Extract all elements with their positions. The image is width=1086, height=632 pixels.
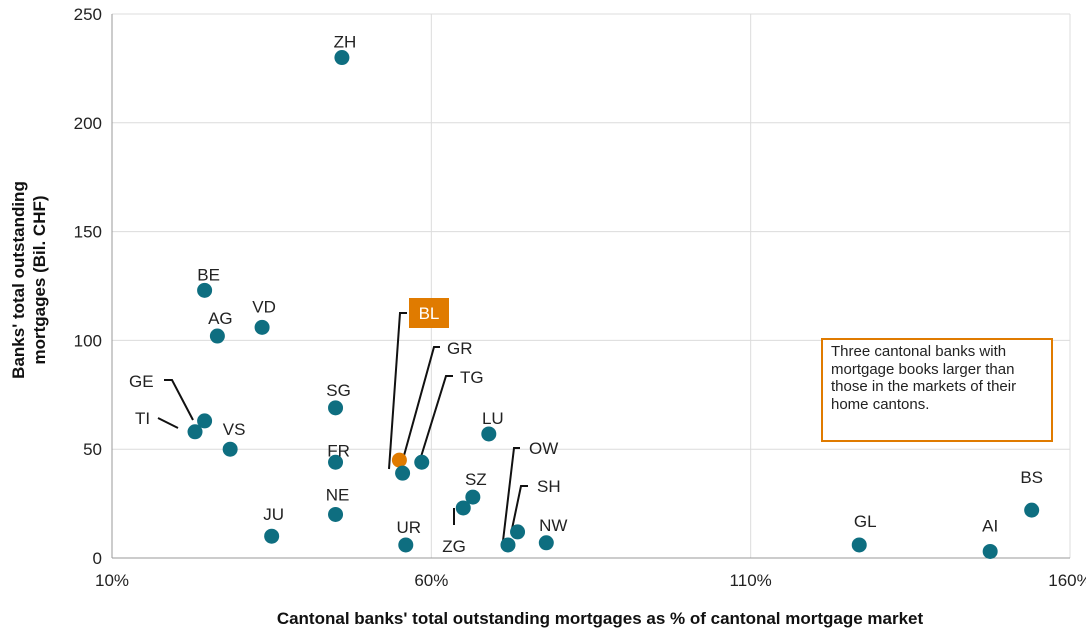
point-label-ur: UR xyxy=(397,518,422,537)
x-tick-label: 10% xyxy=(95,571,129,590)
point-label-vs: VS xyxy=(223,420,246,439)
y-tick-label: 50 xyxy=(83,440,102,459)
axes: 0 50 100 150 200 250 10% 60% 110% 160% xyxy=(74,5,1086,590)
point-ow xyxy=(500,537,516,553)
point-vs xyxy=(222,441,238,457)
x-tick-label: 60% xyxy=(414,571,448,590)
connector-gr xyxy=(399,346,440,471)
connector-sh xyxy=(511,485,528,530)
point-bs xyxy=(1024,502,1040,518)
connector-ge xyxy=(164,379,194,421)
y-tick-label: 0 xyxy=(93,549,102,568)
point-label-ge: GE xyxy=(129,372,154,391)
point-label-ag: AG xyxy=(208,309,233,328)
point-label-gr: GR xyxy=(447,339,473,358)
grid-lines xyxy=(111,13,1071,559)
point-label-sz: SZ xyxy=(465,470,487,489)
point-label-nw: NW xyxy=(539,516,567,535)
point-gl xyxy=(851,537,867,553)
point-label-zh: ZH xyxy=(334,33,357,52)
point-label-sg: SG xyxy=(326,381,351,400)
point-label-fr: FR xyxy=(327,441,350,460)
point-bl xyxy=(391,452,407,468)
connector-ow xyxy=(502,447,520,542)
point-ne xyxy=(328,506,344,522)
y-tick-label: 250 xyxy=(74,5,102,24)
point-lu xyxy=(481,426,497,442)
point-label-ju: JU xyxy=(263,505,284,524)
point-sg xyxy=(328,400,344,416)
connector-ti xyxy=(157,417,179,429)
point-label-gl: GL xyxy=(854,512,877,531)
point-vd xyxy=(254,319,270,335)
point-sz xyxy=(465,489,481,505)
y-tick-label: 100 xyxy=(74,331,102,350)
point-tg xyxy=(414,454,430,470)
annotation-box: Three cantonal banks with mortgage books… xyxy=(821,338,1053,442)
y-axis-label-line-1: Banks' total outstanding xyxy=(9,181,28,379)
label-box-bl xyxy=(409,298,449,328)
point-label-bs: BS xyxy=(1020,468,1043,487)
point-ju xyxy=(264,528,280,544)
point-label-ne: NE xyxy=(326,485,350,504)
y-tick-label: 200 xyxy=(74,114,102,133)
point-ti xyxy=(187,424,203,440)
point-label-lu: LU xyxy=(482,409,504,428)
data-points xyxy=(187,50,1040,559)
point-be xyxy=(197,282,213,298)
point-label-vd: VD xyxy=(252,297,276,316)
point-label-sh: SH xyxy=(537,477,561,496)
y-axis-label-line-2: mortgages (Bil. CHF) xyxy=(30,195,49,364)
point-label-zg: ZG xyxy=(442,537,466,556)
point-label-ti: TI xyxy=(135,409,150,428)
x-axis-label: Cantonal banks' total outstanding mortga… xyxy=(277,609,924,628)
x-tick-label: 160% xyxy=(1048,571,1086,590)
point-ur xyxy=(398,537,414,553)
connector-bl xyxy=(388,312,407,470)
point-ai xyxy=(982,543,998,559)
point-gr xyxy=(395,465,411,481)
point-ge xyxy=(197,413,213,429)
point-zg xyxy=(455,500,471,516)
point-labels: ZH BE VD AG BL GR TG SG FR LU GE TI VS OW SH NW SZ ZG UR NE… xyxy=(129,33,1043,556)
x-tick-label: 110% xyxy=(730,571,772,590)
point-sh xyxy=(510,524,526,540)
point-label-bl: BL xyxy=(419,304,440,323)
point-zh xyxy=(334,50,350,66)
point-nw xyxy=(538,535,554,551)
y-axis-label: Banks' total outstanding mortgages (Bil.… xyxy=(9,181,49,379)
connector-tg xyxy=(419,375,453,461)
point-ag xyxy=(209,328,225,344)
label-connectors xyxy=(157,54,1035,555)
point-label-be: BE xyxy=(197,265,220,284)
y-tick-label: 150 xyxy=(74,223,102,242)
point-label-tg: TG xyxy=(460,368,484,387)
point-fr xyxy=(328,454,344,470)
point-label-ai: AI xyxy=(982,516,998,535)
point-label-ow: OW xyxy=(529,439,558,458)
